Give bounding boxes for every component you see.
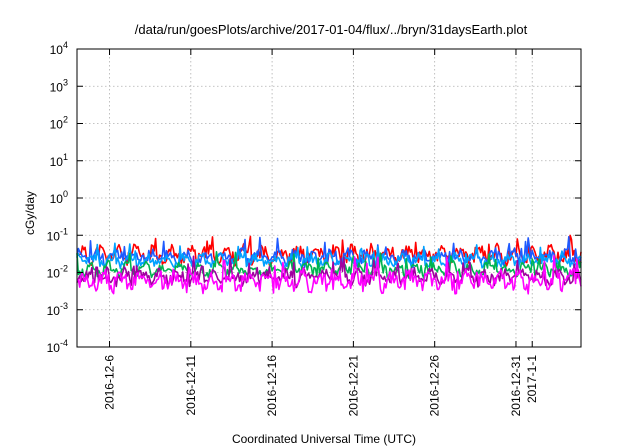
x-axis: 2016-12-6 2016-12-11 2016-12-16 2016-12-21 2…	[103, 49, 539, 417]
y-axis: 10-4 10-3 10-2 10-1 100 101 102 103 104	[47, 40, 581, 355]
y-tick-label: 10-1	[47, 226, 68, 243]
y-tick-label: 103	[50, 77, 68, 94]
x-tick-label: 2016-12-26	[428, 355, 442, 417]
series-line	[76, 255, 582, 295]
y-tick-label: 100	[50, 189, 68, 206]
y-tick-label: 102	[50, 115, 68, 132]
y-tick-label: 104	[50, 40, 68, 57]
y-tick-label: 101	[50, 152, 68, 169]
x-tick-label: 2016-12-6	[103, 355, 117, 410]
x-tick-label: 2016-12-31	[509, 355, 523, 417]
series-line	[76, 251, 582, 280]
y-axis-label: cGy/day	[23, 191, 37, 235]
series-group	[76, 234, 582, 295]
y-tick-label: 10-3	[47, 301, 68, 318]
x-tick-label: 2016-12-16	[265, 355, 279, 417]
x-tick-label: 2016-12-11	[184, 355, 198, 416]
y-tick-label: 10-2	[47, 264, 68, 281]
chart-title: /data/run/goesPlots/archive/2017-01-04/f…	[135, 22, 528, 37]
x-axis-label: Coordinated Universal Time (UTC)	[232, 432, 416, 446]
series-line	[76, 236, 582, 269]
x-tick-label: 2017-1-1	[525, 355, 539, 403]
x-tick-label: 2016-12-21	[346, 355, 360, 417]
y-tick-label: 10-4	[47, 338, 68, 355]
grid	[77, 49, 581, 347]
